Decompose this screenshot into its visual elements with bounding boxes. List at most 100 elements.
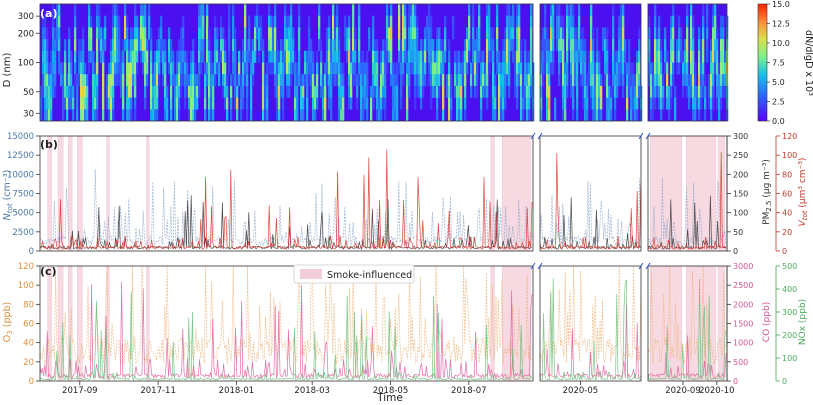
heatmap-cell [464,74,467,87]
heatmap-cell [372,27,375,40]
heatmap-cell [262,97,265,110]
heatmap-cell [58,27,61,40]
heatmap-cell [156,50,159,63]
heatmap-cell [686,27,689,40]
heatmap-cell [224,85,227,98]
x-tick-label: 2017-09 [62,386,98,396]
heatmap-cell [666,50,669,63]
heatmap-cell [530,62,533,75]
heatmap-cell [382,62,385,75]
heatmap-cell [390,15,393,28]
heatmap-cell [506,50,509,63]
heatmap-cell [156,62,159,75]
heatmap-cell [70,74,73,87]
heatmap-cell [710,85,713,98]
heatmap-cell [622,15,625,28]
heatmap-cell [156,109,159,122]
heatmap-cell [192,39,195,52]
heatmap-cell [296,109,299,122]
heatmap-cell [412,27,415,40]
heatmap-cell [134,39,137,52]
heatmap-cell [344,39,347,52]
heatmap-cell [136,39,139,52]
heatmap-cell [46,85,49,98]
heatmap-cell [98,4,101,16]
heatmap-cell [390,39,393,52]
heatmap-cell [88,15,91,28]
heatmap-cell [470,85,473,98]
heatmap-cell [442,109,445,122]
heatmap-cell [480,50,483,63]
heatmap-cell [592,27,595,40]
heatmap-cell [150,27,153,40]
heatmap-cell [638,50,641,63]
heatmap-cell [626,74,629,87]
heatmap-cell [84,85,87,98]
heatmap-cell [92,85,95,98]
heatmap-cell [60,74,63,87]
heatmap-cell [92,50,95,63]
heatmap-cell [80,50,83,63]
heatmap-cell [618,15,621,28]
heatmap-cell [712,74,715,87]
heatmap-cell [82,109,85,122]
left-y-tick-label: 5000 [12,209,34,219]
heatmap-cell [48,62,51,75]
heatmap-cell [272,27,275,40]
heatmap-cell [340,97,343,110]
heatmap-cell [602,39,605,52]
heatmap-cell [442,74,445,87]
heatmap-cell [528,97,531,110]
heatmap-cell [96,109,99,122]
heatmap-cell [464,109,467,122]
heatmap-cell [580,50,583,63]
heatmap-cell [150,39,153,52]
heatmap-cell [672,39,675,52]
heatmap-cell [348,97,351,110]
heatmap-cell [110,97,113,110]
series-line-v-tot [39,149,533,251]
heatmap-cell [232,39,235,52]
heatmap-cell [272,62,275,75]
heatmap-cell [716,85,719,98]
heatmap-cell [364,97,367,110]
heatmap-cell [316,85,319,98]
heatmap-cell [112,85,115,98]
heatmap-cell [170,97,173,110]
heatmap-cell [50,109,53,122]
heatmap-cell [598,85,601,98]
heatmap-cell [202,4,205,16]
heatmap-cell [54,27,57,40]
heatmap-cell [716,39,719,52]
mid-y-tick-label: 0 [733,377,738,386]
heatmap-cell [444,27,447,40]
heatmap-cell [456,50,459,63]
heatmap-cell [482,50,485,63]
heatmap-cell [128,97,131,110]
legend-label-smoke: Smoke-influenced [327,270,412,281]
heatmap-cell [280,62,283,75]
heatmap-cell [376,74,379,87]
heatmap-cell [316,50,319,63]
heatmap-cell [686,62,689,75]
heatmap-cell [486,74,489,87]
heatmap-cell [608,74,611,87]
heatmap-cell [52,27,55,40]
heatmap-cell [164,50,167,63]
heatmap-cell [492,50,495,63]
series-line-o3 [539,265,642,365]
heatmap-cell [46,109,49,122]
heatmap-cell [122,62,125,75]
heatmap-cell [502,39,505,52]
heatmap-cell [178,39,181,52]
heatmap-cell [572,50,575,63]
heatmap-cell [242,74,245,87]
heatmap-cell [80,62,83,75]
heatmap-cell [638,39,641,52]
heatmap-cell [448,39,451,52]
heatmap-cell [156,85,159,98]
heatmap-cell [112,74,115,87]
heatmap-cell [296,62,299,75]
heatmap-cell [310,85,313,98]
heatmap-cell [600,74,603,87]
